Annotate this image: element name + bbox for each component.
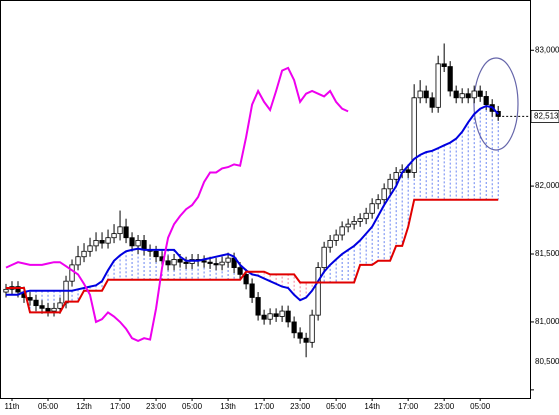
- candle-body: [453, 90, 459, 99]
- candle-body: [267, 313, 273, 320]
- candle-body: [117, 226, 123, 235]
- candle-body: [213, 263, 219, 266]
- x-tick-label: 23:00: [290, 402, 311, 411]
- candle-body: [333, 234, 339, 241]
- candle-body: [291, 321, 297, 334]
- candle-body: [237, 267, 243, 275]
- candle-body: [45, 307, 51, 312]
- candle-body: [165, 260, 171, 266]
- candle-body: [81, 250, 87, 258]
- candle-body: [111, 233, 117, 239]
- candle-body: [435, 63, 441, 108]
- candle-body: [327, 240, 333, 248]
- candle-body: [315, 267, 321, 316]
- candle-body: [51, 307, 57, 312]
- candle-body: [219, 261, 225, 266]
- candle-body: [273, 313, 279, 317]
- candle-body: [63, 280, 69, 304]
- x-tick-label: 13th: [220, 402, 236, 411]
- candle-body: [339, 226, 345, 236]
- candle-body: [99, 240, 105, 244]
- candle-body: [471, 90, 477, 99]
- y-tick-label: 83,000: [535, 45, 559, 54]
- candle-body: [129, 237, 135, 247]
- candle-body: [477, 90, 483, 97]
- candle-body: [3, 288, 9, 293]
- candle-body: [387, 178, 393, 190]
- candle-body: [417, 90, 423, 99]
- x-tick-label: 23:00: [434, 402, 455, 411]
- candle-body: [393, 172, 399, 180]
- candle-body: [459, 93, 465, 99]
- candle-body: [429, 97, 435, 108]
- y-tick-label: 81,500: [535, 249, 559, 258]
- candle-body: [423, 90, 429, 99]
- candle-body: [375, 199, 381, 205]
- candle-body: [57, 302, 63, 309]
- candle-body: [75, 256, 81, 266]
- candle-body: [33, 299, 39, 307]
- price-marker-label: 82,513: [534, 112, 559, 121]
- candle-body: [369, 203, 375, 214]
- candle-body: [243, 273, 249, 285]
- y-tick-label: 82,000: [535, 181, 559, 190]
- x-tick-label: 14th: [364, 402, 380, 411]
- indicator-line: [6, 104, 499, 302]
- indicator-line: [5, 66, 349, 342]
- candle-body: [309, 314, 315, 343]
- candle-body: [303, 337, 309, 343]
- candle-body: [483, 96, 489, 105]
- x-tick-label: 12th: [76, 402, 92, 411]
- candle-body: [357, 218, 363, 222]
- candle-body: [447, 66, 453, 92]
- y-tick-label: 81,000: [535, 317, 559, 326]
- candle-body: [321, 246, 327, 268]
- x-tick-label: 17:00: [398, 402, 419, 411]
- candle-body: [411, 97, 417, 173]
- candle-body: [363, 212, 369, 220]
- x-tick-label: 11th: [5, 402, 20, 411]
- candle-body: [69, 264, 75, 282]
- candle-body: [171, 259, 177, 266]
- candle-body: [345, 223, 351, 228]
- candle-body: [249, 283, 255, 298]
- candle-body: [261, 314, 267, 320]
- candle-body: [225, 257, 231, 263]
- candle-body: [39, 305, 45, 309]
- candle-body: [255, 297, 261, 316]
- x-tick-label: 05:00: [470, 402, 491, 411]
- candle-body: [297, 332, 303, 339]
- candle-body: [153, 250, 159, 258]
- candle-body: [177, 259, 183, 263]
- candle-body: [405, 169, 411, 173]
- candle-body: [183, 261, 189, 264]
- candle-body: [381, 188, 387, 201]
- candle-body: [441, 63, 447, 67]
- price-marker-box: [530, 110, 559, 123]
- candle-body: [465, 93, 471, 99]
- highlight-ellipse: [473, 57, 519, 151]
- candle-body: [27, 297, 33, 301]
- candle-body: [15, 286, 21, 293]
- candle-body: [123, 226, 129, 239]
- candle-body: [207, 261, 213, 264]
- candle-body: [141, 240, 147, 251]
- x-tick-label: 17:00: [110, 402, 131, 411]
- candle-body: [285, 310, 291, 323]
- candle-body: [93, 240, 99, 247]
- x-tick-label: 05:00: [326, 402, 347, 411]
- candle-body: [105, 237, 111, 244]
- candle-body: [201, 260, 207, 263]
- x-tick-label: 17:00: [254, 402, 275, 411]
- candle-body: [87, 245, 93, 252]
- x-tick-label: 05:00: [38, 402, 59, 411]
- candle-body: [135, 240, 141, 247]
- candle-body: [351, 221, 357, 225]
- candle-body: [279, 310, 285, 317]
- x-tick-label: 23:00: [146, 402, 167, 411]
- x-tick-label: 05:00: [182, 402, 203, 411]
- y-tick-label: 80,500: [535, 357, 559, 366]
